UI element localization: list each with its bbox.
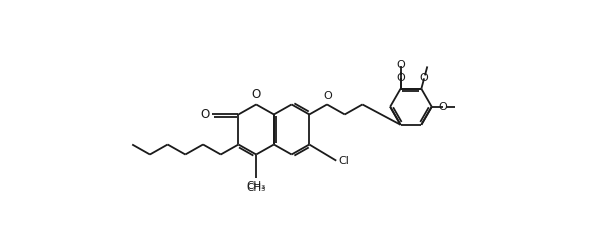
Text: O: O [252,88,261,101]
Text: CH₃: CH₃ [247,183,266,193]
Text: O: O [438,102,447,112]
Text: CH₃: CH₃ [247,182,266,191]
Text: O: O [420,73,429,83]
Text: O: O [200,108,209,121]
Text: O: O [396,60,405,70]
Text: O: O [396,73,405,83]
Text: Cl: Cl [339,156,349,166]
Text: O: O [324,91,332,101]
